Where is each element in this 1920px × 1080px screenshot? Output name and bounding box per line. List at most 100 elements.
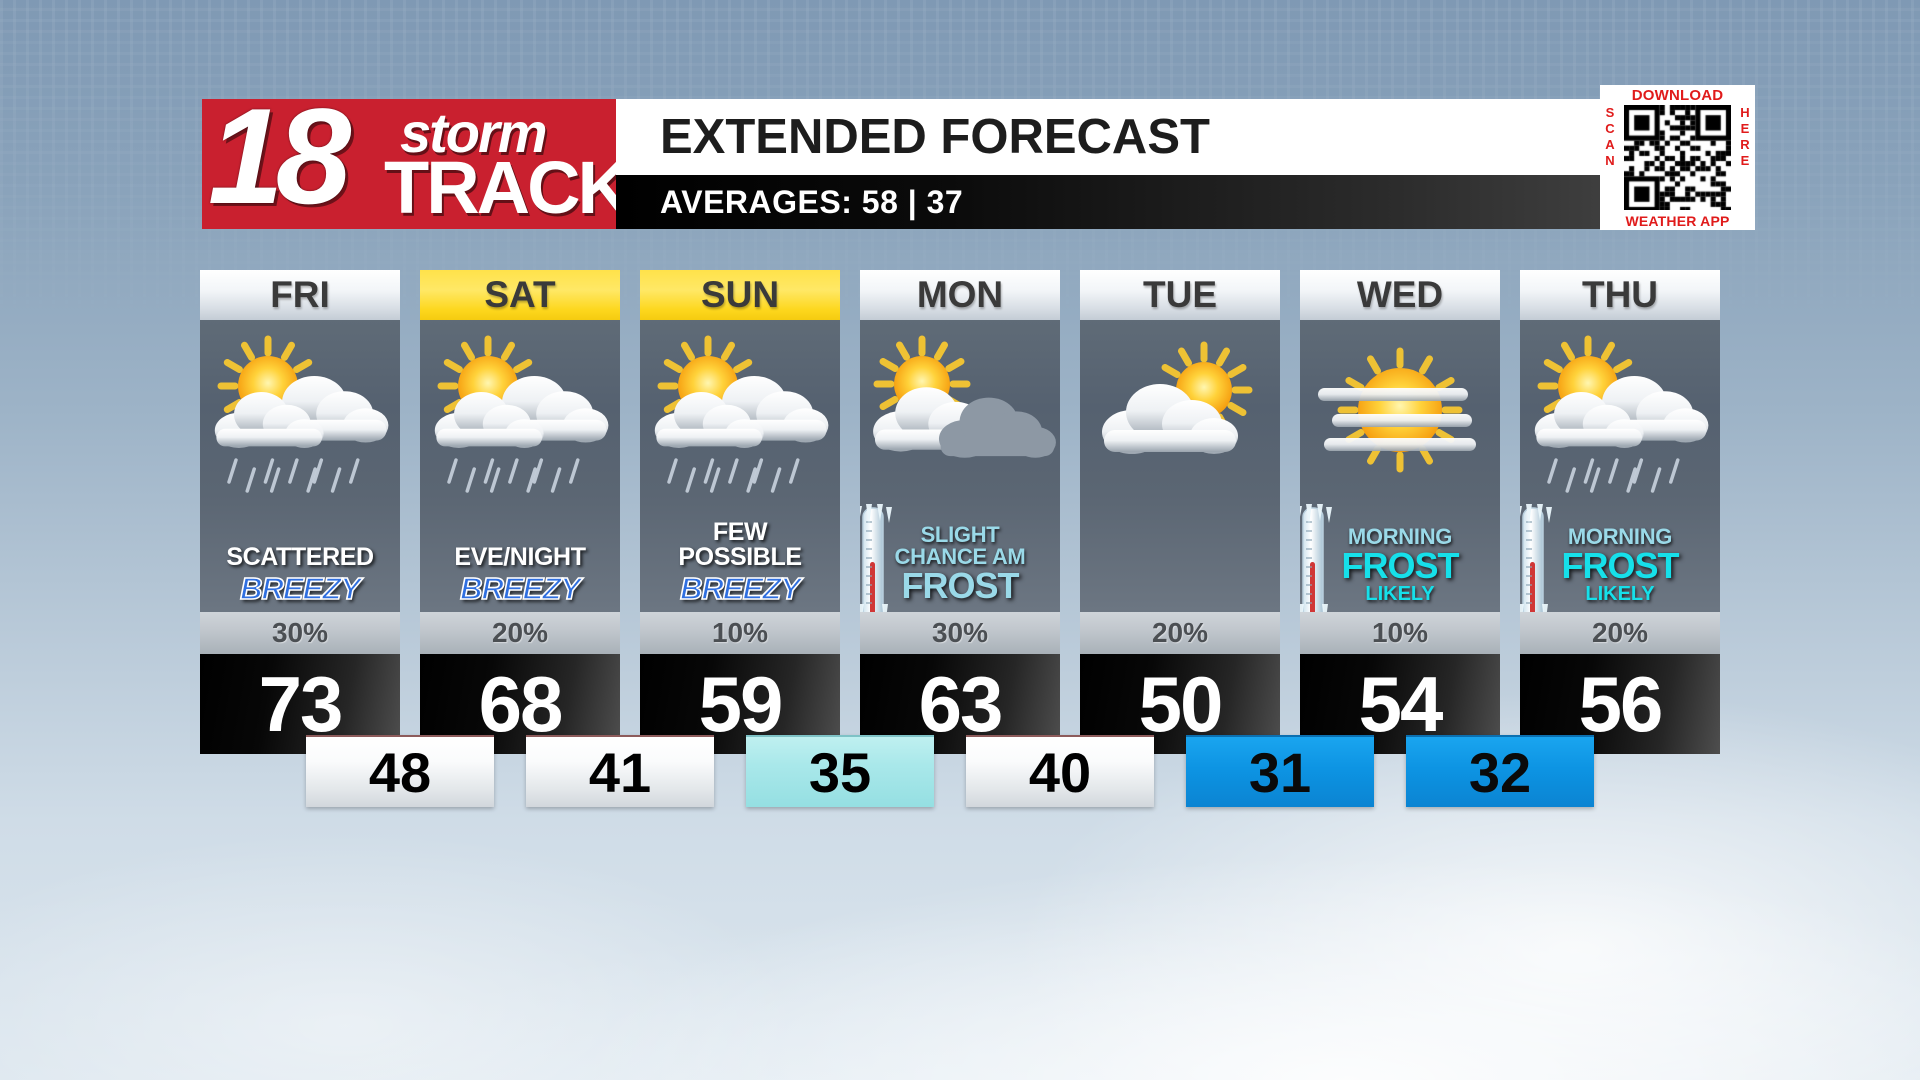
forecast-cards: FRI SCATTERED BREEZY 30% (200, 270, 1740, 754)
precipitation-chance: 20% (1520, 612, 1720, 654)
high-value: 56 (1578, 659, 1664, 748)
condition-line: FEW (712, 518, 768, 546)
forecast-day-card[interactable]: FRI SCATTERED BREEZY 30% (200, 270, 400, 754)
condition-text: SCATTERED BREEZY (200, 543, 400, 606)
pop-value: 10% (1371, 617, 1429, 648)
low-temperature-box: 35 (746, 735, 934, 807)
qr-code-image[interactable] (1624, 105, 1731, 210)
high-value: 68 (478, 659, 564, 748)
pop-value: 30% (931, 617, 989, 648)
sun-behind-cloud-with-rain-icon (200, 320, 400, 535)
page-title: EXTENDED FORECAST (660, 110, 1210, 164)
frost-likely-label: LIKELY (1365, 583, 1435, 605)
title-bar: EXTENDED FORECAST (616, 99, 1732, 175)
frost-note-line: CHANCE AM (894, 544, 1026, 569)
high-value: 50 (1138, 659, 1224, 748)
forecast-day-card[interactable]: WED MORNING FROST LIKEL (1300, 270, 1500, 754)
low-value: 48 (368, 740, 432, 804)
pop-value: 20% (491, 617, 549, 648)
logo-storm-text: storm (400, 101, 548, 164)
condition-text: FEW POSSIBLE BREEZY (640, 518, 840, 606)
pop-value: 30% (271, 617, 329, 648)
forecast-header: 18 storm TRACK EXTENDED FORECAST AVERAGE… (202, 99, 1732, 229)
high-temperature: 73 (200, 654, 400, 754)
low-temperature-row: 48 41 35 40 31 32 (200, 735, 1740, 815)
sun-behind-cloud-icon (1080, 320, 1280, 535)
low-value: 35 (808, 740, 872, 804)
weather-art: SCATTERED BREEZY (200, 320, 400, 612)
precipitation-chance: 20% (420, 612, 620, 654)
low-temperature-box: 41 (526, 735, 714, 807)
day-header[interactable]: WED (1300, 270, 1500, 320)
day-header[interactable]: FRI (200, 270, 400, 320)
frost-headline: FROST (1341, 545, 1460, 586)
condition-line: SCATTERED (226, 543, 374, 571)
low-temperature-box: 32 (1406, 735, 1594, 807)
averages-text: AVERAGES: 58 | 37 (660, 183, 964, 220)
sun-behind-clouds-icon (860, 320, 1060, 535)
day-label: WED (1356, 274, 1444, 315)
breezy-label: BREEZY (679, 571, 801, 606)
sun-behind-cloud-with-rain-icon (1520, 320, 1720, 535)
frost-note-line: MORNING (1567, 524, 1673, 549)
forecast-day-card[interactable]: TUE 20% 50 (1080, 270, 1280, 754)
precipitation-chance: 10% (640, 612, 840, 654)
sun-behind-cloud-with-rain-icon (420, 320, 620, 535)
condition-line: POSSIBLE (678, 543, 802, 571)
day-label: MON (916, 274, 1004, 315)
weather-art: EVE/NIGHT BREEZY (420, 320, 620, 612)
frost-headline: FROST (901, 565, 1020, 606)
forecast-day-card[interactable]: SUN FEW POSSIBLE BREEZY 10% (640, 270, 840, 754)
frost-note-line: SLIGHT (920, 522, 1000, 547)
low-value: 31 (1248, 740, 1312, 804)
pop-value: 20% (1591, 617, 1649, 648)
logo-track-text: TRACK (384, 146, 616, 229)
sun-behind-cloud-with-rain-icon (640, 320, 840, 535)
station-logo: 18 storm TRACK (202, 99, 616, 229)
day-label: THU (1581, 274, 1659, 315)
forecast-day-card[interactable]: SAT EVE/NIGHT BREEZY 20% (420, 270, 620, 754)
day-label: TUE (1143, 274, 1217, 315)
condition-text: SLIGHT CHANCE AM FROST (860, 524, 1060, 604)
high-value: 63 (918, 659, 1004, 748)
pop-value: 20% (1151, 617, 1209, 648)
precipitation-chance: 30% (860, 612, 1060, 654)
low-value: 32 (1468, 740, 1532, 804)
low-temperature-box: 31 (1186, 735, 1374, 807)
day-label: FRI (270, 274, 330, 315)
pop-value: 10% (711, 617, 769, 648)
frost-likely-label: LIKELY (1585, 583, 1655, 605)
high-value: 73 (258, 659, 344, 748)
precipitation-chance: 10% (1300, 612, 1500, 654)
day-header[interactable]: MON (860, 270, 1060, 320)
precipitation-chance: 20% (1080, 612, 1280, 654)
forecast-day-card[interactable]: THU (1520, 270, 1720, 754)
day-header[interactable]: SAT (420, 270, 620, 320)
sun-behind-haze-icon (1300, 320, 1500, 535)
frost-note-line: MORNING (1347, 524, 1453, 549)
day-header[interactable]: SUN (640, 270, 840, 320)
qr-download-label: DOWNLOAD (1631, 87, 1724, 104)
frost-headline: FROST (1561, 545, 1680, 586)
day-header[interactable]: TUE (1080, 270, 1280, 320)
condition-text: MORNING FROST LIKELY (1300, 524, 1500, 605)
day-label: SAT (484, 274, 556, 315)
condition-text: EVE/NIGHT BREEZY (420, 543, 620, 605)
day-header[interactable]: THU (1520, 270, 1720, 320)
low-value: 41 (588, 740, 652, 804)
high-value: 54 (1358, 659, 1444, 748)
weather-art (1080, 320, 1280, 612)
day-label: SUN (700, 274, 780, 315)
condition-line: EVE/NIGHT (454, 543, 586, 571)
low-temperature-box: 48 (306, 735, 494, 807)
high-value: 59 (698, 659, 784, 748)
breezy-label: BREEZY (239, 571, 361, 606)
forecast-day-card[interactable]: MON (860, 270, 1060, 754)
qr-weather-app-label: WEATHER APP (1625, 213, 1730, 229)
high-temperature: 59 (640, 654, 840, 754)
weather-art: MORNING FROST LIKELY (1520, 320, 1720, 612)
low-temperature-box: 40 (966, 735, 1154, 807)
